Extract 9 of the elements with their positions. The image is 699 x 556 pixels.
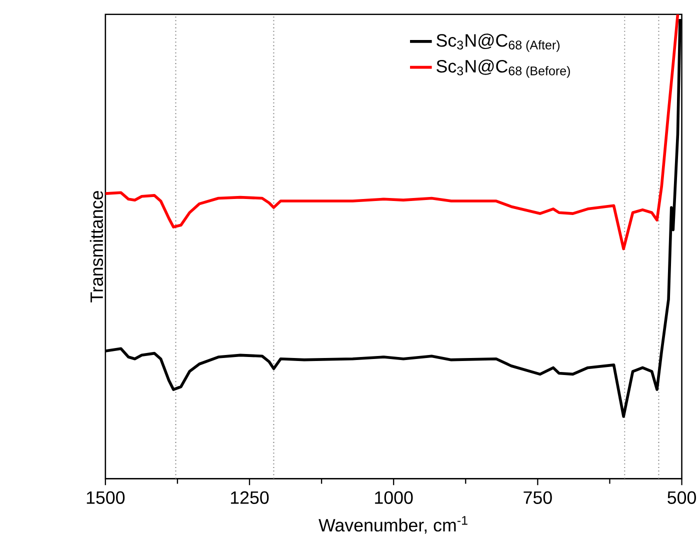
x-tick-label: 500: [668, 491, 696, 504]
x-axis-title: Wavenumber, cm$^{-1}$: [318, 516, 468, 534]
y-axis-title: Transmittance: [90, 190, 104, 302]
x-tick-label: 1250: [230, 491, 269, 504]
x-tick-label: 1000: [375, 491, 413, 504]
legend-label: Sc$_{3}$N@C$_{68 (After)}$: [436, 34, 560, 52]
x-tick-label: 1500: [86, 491, 125, 504]
legend-label: Sc$_{3}$N@C$_{68 (Before)}$: [436, 59, 570, 78]
x-tick-label: 750: [524, 491, 552, 504]
